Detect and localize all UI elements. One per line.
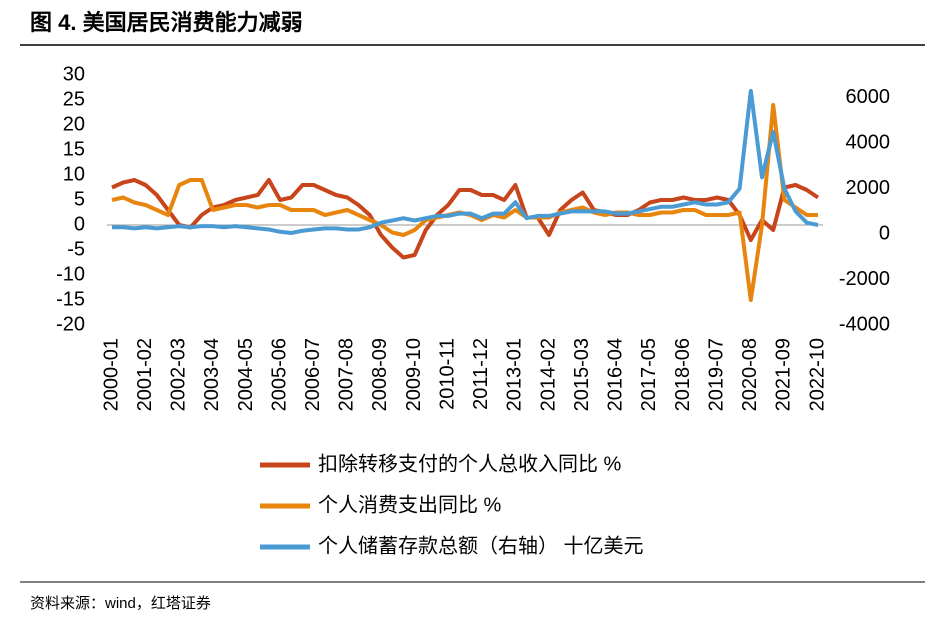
x-tick-label: 2010-11 [436,338,458,410]
y-tick-label: -20 [56,313,85,335]
chart-title: 图 4. 美国居民消费能力减弱 [30,10,303,35]
x-tick-label: 2015-03 [571,338,593,411]
x-tick-label: 2009-10 [403,338,425,411]
x-tick-label: 2004-05 [235,338,257,411]
x-tick-label: 2006-07 [302,338,324,411]
y-tick-label: -5 [67,238,85,260]
y-tick-label: -15 [56,288,85,310]
x-tick-label: 2020-08 [739,338,761,411]
legend-label: 个人消费支出同比 % [318,493,502,516]
x-tick-label: 2017-05 [638,338,660,411]
y-tick-label: 30 [63,63,85,85]
x-tick-label: 2018-06 [672,338,694,411]
source: 资料来源：wind，红塔证券 [30,595,211,612]
y-tick-label: 5 [74,188,85,210]
y-tick-label: 10 [63,163,85,185]
x-tick-label: 2003-04 [201,338,223,411]
x-tick-label: 2011-12 [470,338,492,410]
x-tick-label: 2022-10 [806,338,828,411]
x-tick-label: 2014-02 [537,338,559,411]
x-tick-label: 2002-03 [168,338,190,411]
series-line [112,88,819,235]
y2-tick-label: 2000 [846,177,891,199]
y2-tick-label: 0 [879,222,890,244]
y2-tick-label: 4000 [846,131,891,153]
y-tick-label: 15 [63,138,85,160]
x-tick-label: 2019-07 [705,338,727,411]
x-tick-label: 2000-01 [100,338,122,411]
y2-tick-label: -2000 [839,268,890,290]
x-tick-label: 2001-02 [134,338,156,411]
legend-label: 扣除转移支付的个人总收入同比 % [318,452,622,475]
y-tick-label: 25 [63,88,85,110]
y-tick-label: 0 [74,213,85,235]
x-tick-label: 2021-09 [773,338,795,411]
x-tick-label: 2007-08 [336,338,358,411]
x-tick-label: 2013-01 [504,338,526,411]
y2-tick-label: -4000 [839,313,890,335]
y2-tick-label: 6000 [846,86,891,108]
series-line [111,178,820,260]
x-tick-label: 2005-06 [268,338,290,411]
legend-label: 个人储蓄存款总额（右轴） 十亿美元 [318,534,644,557]
x-tick-label: 2016-04 [605,338,627,411]
y-tick-label: -10 [56,263,85,285]
y-tick-label: 20 [63,113,85,135]
x-tick-label: 2008-09 [369,338,391,411]
